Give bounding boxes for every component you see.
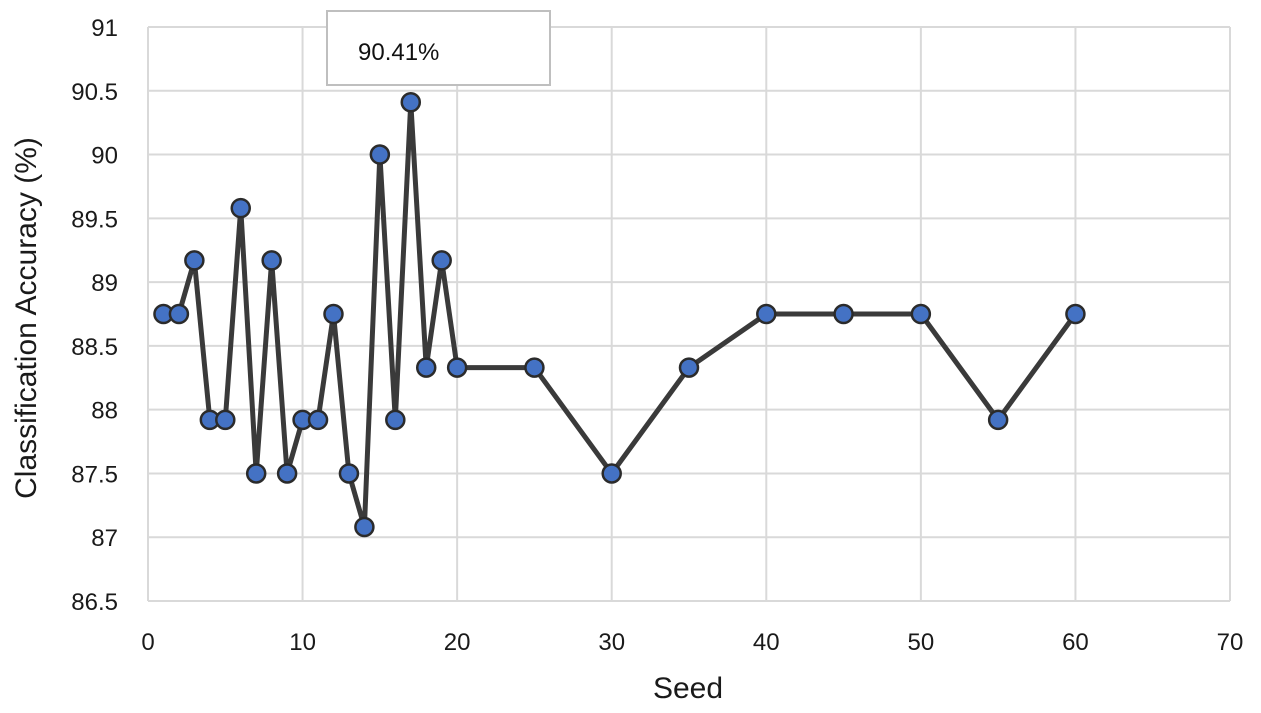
data-point: [323, 303, 344, 325]
data-point: [215, 409, 236, 431]
data-point: [245, 463, 267, 484]
y-tick-label: 89.5: [71, 206, 118, 233]
x-tick-label: 10: [289, 629, 316, 656]
x-tick-label: 70: [1217, 629, 1244, 656]
data-point: [910, 303, 932, 325]
data-point: [385, 409, 406, 431]
data-point: [276, 463, 298, 484]
y-tick-label: 89: [91, 270, 118, 297]
y-tick-label: 88.5: [71, 334, 118, 361]
y-tick-label: 90: [91, 143, 118, 170]
x-tick-label: 30: [598, 629, 625, 656]
data-point: [369, 144, 391, 165]
series-accuracy: [153, 92, 1086, 538]
data-point: [338, 463, 360, 484]
data-point: [833, 303, 854, 325]
x-tick-label: 20: [444, 629, 471, 656]
y-tick-label: 87.5: [71, 461, 118, 488]
data-point: [756, 303, 777, 325]
y-tick-label: 91: [91, 15, 118, 42]
y-tick-label: 86.5: [71, 589, 118, 616]
data-point: [446, 357, 468, 378]
y-axis-ticks: 86.5 87 87.5 88 88.5 89 89.5 90 90.5 91: [71, 15, 118, 616]
data-point: [678, 357, 700, 378]
series-line: [160, 99, 1078, 530]
data-point: [601, 463, 622, 484]
grid-lines: [147, 26, 1231, 602]
x-tick-label: 0: [141, 629, 154, 656]
annotation-box: [326, 10, 551, 86]
data-point: [1065, 303, 1086, 325]
data-point: [354, 516, 375, 538]
x-axis-title: Seed: [653, 672, 723, 705]
y-tick-label: 87: [91, 525, 118, 552]
y-tick-label: 88: [91, 398, 118, 425]
annotation-callout: 90.41%: [326, 10, 551, 86]
x-tick-label: 60: [1062, 629, 1089, 656]
data-point: [230, 197, 251, 219]
annotation-label: 90.41%: [358, 39, 439, 66]
y-axis-title: Classification Accuracy (%): [10, 137, 43, 499]
x-tick-label: 50: [908, 629, 935, 656]
data-point: [184, 250, 205, 271]
x-axis-ticks: 0 10 20 30 40 50 60 70: [141, 629, 1243, 656]
y-tick-label: 90.5: [71, 79, 118, 106]
data-point: [987, 409, 1009, 431]
data-point: [307, 409, 329, 431]
data-point: [415, 357, 437, 378]
x-tick-label: 40: [753, 629, 780, 656]
data-point: [431, 250, 452, 271]
data-point: [261, 250, 282, 271]
data-point: [400, 92, 422, 113]
data-point: [524, 357, 545, 378]
data-point: [168, 303, 190, 325]
